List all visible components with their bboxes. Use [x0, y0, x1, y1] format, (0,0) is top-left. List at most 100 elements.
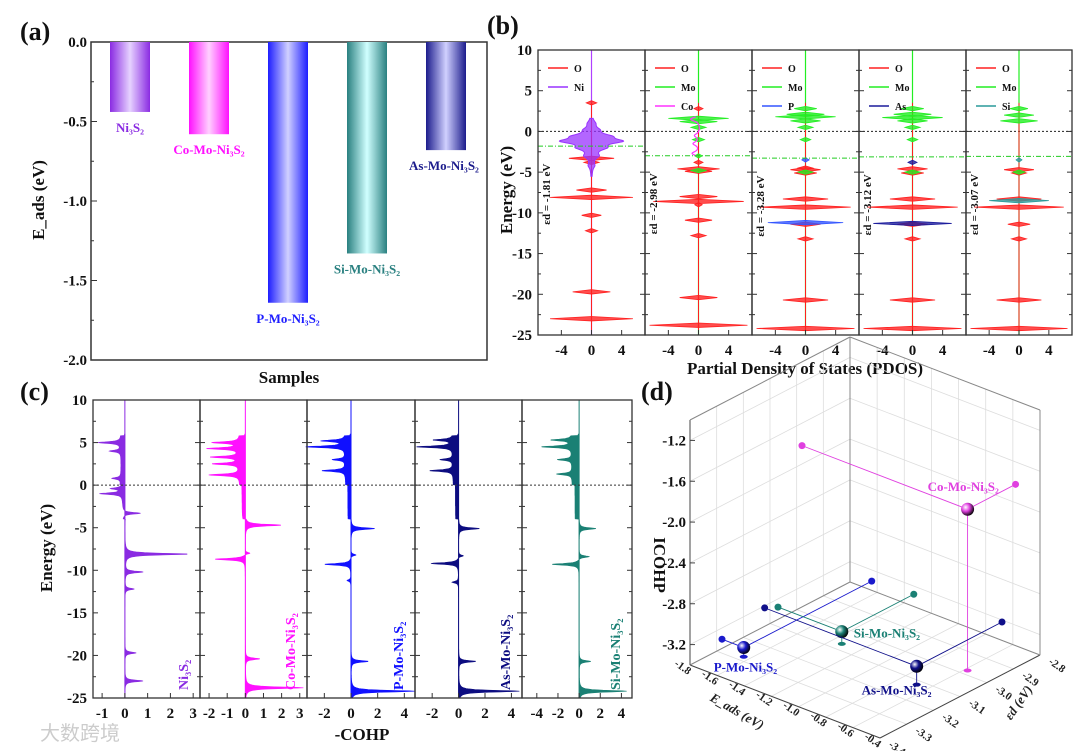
legend-label: P [788, 102, 794, 113]
x-axis-label: Partial Density of States (PDOS) [687, 359, 923, 378]
pdos-peak-P [767, 220, 844, 226]
legend-label: Mo [895, 83, 909, 94]
legend-label: Co [681, 102, 693, 113]
x-axis-label: -COHP [335, 725, 390, 744]
pdos-peak-O [1010, 236, 1028, 242]
wall-grid [849, 397, 1041, 472]
x-tick-label: -0.8 [808, 710, 830, 730]
pdos-fill-Ni [558, 117, 625, 177]
floor-grid [823, 595, 1014, 670]
pdos-peak-Mo [897, 118, 928, 124]
cohp-subpanel: Co-Mo-Ni₃S₂ -2 -1 0 1 2 3 [199, 399, 308, 722]
panel-a-label: (a) [20, 17, 50, 46]
y-tick-label: -15 [512, 247, 532, 263]
wall-projection [868, 577, 876, 585]
wall-grid [689, 357, 851, 441]
projection-line [777, 606, 842, 633]
pdos-peak-O [693, 159, 704, 166]
y-axis-label: E_ads (eV) [29, 160, 48, 240]
box-edge [849, 336, 1041, 411]
wall-projection [774, 603, 782, 611]
d-band-center-label: εd = -3.28 eV [755, 176, 767, 237]
data-point [737, 641, 751, 655]
pdos-peak-Mo [689, 167, 708, 174]
x-tick-label: 0 [802, 343, 810, 359]
wall-grid [849, 479, 1041, 554]
x-tick-label: 0 [695, 343, 703, 359]
pdos-peak-Mo [790, 118, 821, 124]
pdos-peak-O [867, 204, 958, 210]
x-tick-label: 4 [725, 343, 733, 359]
pdos-peak-O [974, 204, 1064, 210]
box-edge [689, 664, 881, 739]
wall-projection [718, 635, 726, 643]
pdos-peak-O [897, 166, 928, 172]
x-tick-label: -4 [769, 343, 782, 359]
cohp-area [98, 433, 188, 699]
pdos-peak-O [693, 202, 704, 208]
pdos-peak-Mo [799, 136, 812, 143]
x-tick-label: 4 [618, 706, 626, 722]
z-tick-label: -2.8 [662, 597, 686, 613]
pdos-subpanel: εd = -2.98 eV O Mo Co -4 0 4 [644, 49, 753, 359]
point-label: P-Mo-Ni₃S₂ [714, 660, 777, 675]
pdos-peak-Mo [796, 124, 815, 130]
projection-line [967, 483, 1016, 510]
x-tick-label: 0 [909, 343, 917, 359]
cohp-area [206, 433, 304, 699]
pdos-subpanel: εd = -3.07 eV O Mo Si -4 0 4 [965, 49, 1073, 359]
pdos-peak-O [903, 236, 922, 242]
legend-label: O [681, 64, 689, 75]
y-tick-label: -10 [512, 206, 532, 222]
y-tick-label: 5 [80, 436, 88, 452]
pdos-peak-Mo [903, 169, 922, 175]
projection-line [764, 607, 917, 667]
y-tick-label: 0 [80, 478, 88, 494]
y-tick-label: 0.0 [68, 35, 87, 51]
x-tick-label: -0.4 [862, 731, 884, 751]
bar [189, 42, 229, 135]
z-tick-label: -2.0 [662, 515, 686, 531]
pdos-peak-Mo [679, 119, 718, 125]
pdos-peak-O [889, 297, 936, 303]
pdos-peak-O [649, 322, 748, 328]
pdos-subpanel: εd = -3.12 eV O Mo As -4 0 4 [858, 49, 967, 359]
y-tick-label: 5 [525, 84, 533, 100]
bar-label: Ni₃S₂ [116, 120, 144, 135]
legend-label: As [895, 102, 906, 113]
x-tick-label: -0.6 [835, 720, 857, 740]
floor-grid [796, 609, 987, 684]
pdos-peak-O [684, 217, 713, 223]
x-tick-label: 1 [260, 706, 268, 722]
x-tick-label: 1 [144, 706, 152, 722]
x-tick-label: 0 [1015, 343, 1023, 359]
y-tick-label: -10 [67, 563, 87, 579]
x-tick-label: -2 [203, 706, 216, 722]
pdos-peak-O [782, 196, 829, 202]
subpanel-frame [92, 399, 201, 699]
pdos-peak-O [796, 236, 815, 242]
point-label: Si-Mo-Ni₃S₂ [854, 626, 920, 641]
pdos-peak-O [689, 233, 708, 239]
x-tick-label: -4 [876, 343, 889, 359]
pdos-peak-As [907, 159, 918, 166]
x-tick-label: 0 [347, 706, 355, 722]
pdos-peak-Mo [901, 106, 924, 112]
z-tick-label: -1.6 [662, 474, 686, 490]
pdos-peak-O [550, 316, 633, 322]
legend-label: Ni [574, 83, 584, 94]
y-tick-label: -2.8 [1046, 656, 1068, 676]
sample-label: Si-Mo-Ni₃S₂ [609, 619, 624, 690]
pdos-peak-O [760, 204, 851, 210]
legend-label: O [574, 64, 582, 75]
pdos-peak-O [756, 325, 855, 332]
projection-line [743, 580, 872, 648]
pdos-peak-O [576, 187, 607, 193]
pdos-peak-Mo [1011, 169, 1027, 175]
wall-grid [689, 561, 851, 645]
pdos-peak-Mo [668, 115, 729, 122]
legend-label: O [788, 64, 796, 75]
sample-label: Ni₃S₂ [177, 660, 192, 690]
x-tick-label: 2 [167, 706, 175, 722]
z-axis-label: ICOHP [650, 537, 669, 593]
